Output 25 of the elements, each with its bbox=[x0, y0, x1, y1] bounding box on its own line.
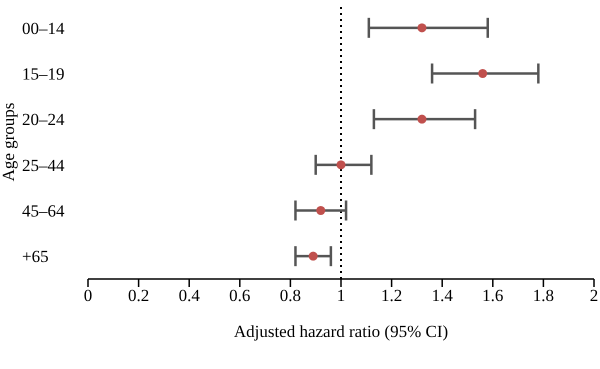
x-tick-label: 0.6 bbox=[229, 286, 250, 306]
x-tick-label: 1 bbox=[336, 286, 346, 306]
x-tick-label: 2 bbox=[590, 286, 598, 306]
y-axis-title: Age groups bbox=[0, 102, 18, 182]
x-tick-label: 1.4 bbox=[432, 286, 454, 306]
point bbox=[316, 206, 326, 216]
x-tick-label: 0.2 bbox=[128, 286, 150, 306]
y-tick-label: 15–19 bbox=[22, 64, 64, 84]
x-tick-label: 0.8 bbox=[280, 286, 302, 306]
point bbox=[478, 68, 488, 78]
x-tick-label: 0 bbox=[84, 286, 92, 306]
point bbox=[417, 114, 426, 124]
y-tick-label: 20–24 bbox=[22, 110, 65, 130]
y-tick-label: +65 bbox=[22, 247, 49, 266]
y-tick-label: 45–64 bbox=[22, 202, 65, 221]
y-tick-label: 25–44 bbox=[22, 156, 65, 175]
point bbox=[417, 23, 426, 32]
point bbox=[308, 252, 318, 261]
y-tick-label: 00–14 bbox=[22, 18, 65, 38]
x-tick-label: 1.2 bbox=[380, 286, 402, 306]
x-axis-title: Adjusted hazard ratio (95% CI) bbox=[234, 322, 448, 341]
x-tick-label: 0.4 bbox=[178, 286, 200, 306]
x-tick-label: 1.8 bbox=[532, 286, 554, 306]
point bbox=[336, 160, 346, 170]
x-tick-label: 1.6 bbox=[482, 286, 504, 306]
